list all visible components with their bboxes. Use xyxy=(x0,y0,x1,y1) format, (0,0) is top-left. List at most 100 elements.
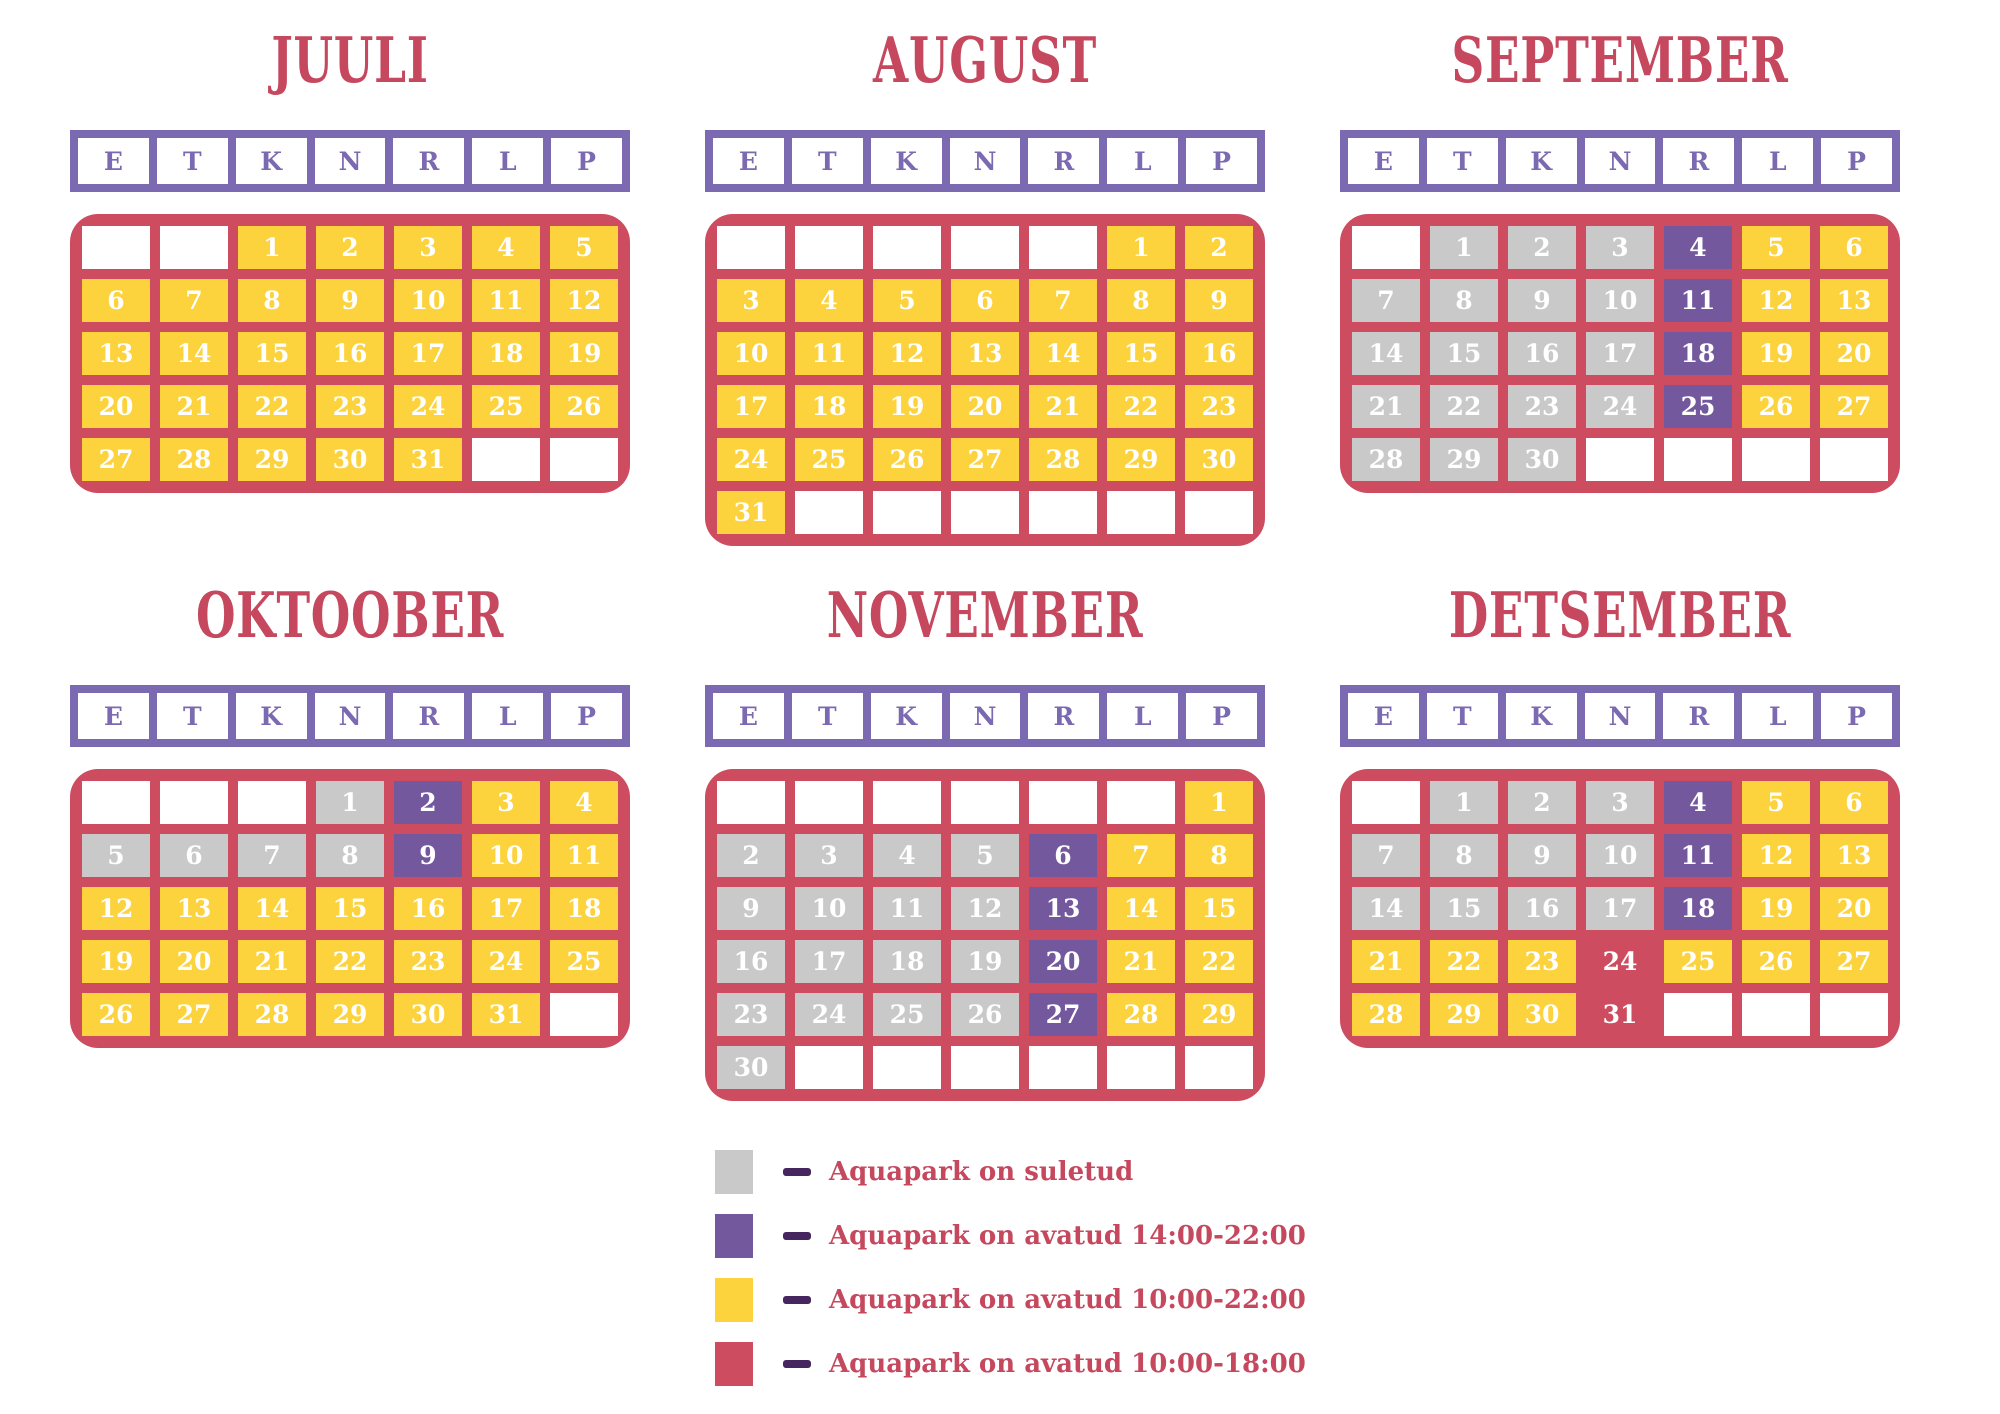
day-cell: 13 xyxy=(82,332,150,375)
weekday-cell: P xyxy=(1821,693,1893,739)
day-cell: 9 xyxy=(1185,279,1253,322)
weekday-cell: R xyxy=(393,693,465,739)
day-cell: 19 xyxy=(1742,887,1810,930)
day-cell: 7 xyxy=(1352,279,1420,322)
day-cell: 9 xyxy=(394,834,462,877)
day-cell: 1 xyxy=(1185,781,1253,824)
day-cell: 11 xyxy=(472,279,540,322)
weekday-cell: L xyxy=(472,138,544,184)
day-cell: 22 xyxy=(1185,940,1253,983)
day-cell: 13 xyxy=(1820,834,1888,877)
day-cell: 16 xyxy=(394,887,462,930)
empty-cell xyxy=(1742,438,1810,481)
day-cell: 12 xyxy=(1742,279,1810,322)
weekday-cell: K xyxy=(870,693,942,739)
day-cell: 10 xyxy=(717,332,785,375)
empty-cell xyxy=(951,781,1019,824)
day-cell: 3 xyxy=(717,279,785,322)
day-cell: 28 xyxy=(1107,993,1175,1036)
day-cell: 25 xyxy=(1664,940,1732,983)
day-cell: 26 xyxy=(1742,385,1810,428)
day-cell: 15 xyxy=(1107,332,1175,375)
day-cell: 26 xyxy=(951,993,1019,1036)
day-cell: 29 xyxy=(1430,993,1498,1036)
day-cell: 21 xyxy=(238,940,306,983)
weekday-cell: N xyxy=(314,693,386,739)
day-cell: 9 xyxy=(717,887,785,930)
empty-cell xyxy=(717,226,785,269)
legend-row: Aquapark on avatud 14:00-22:00 xyxy=(715,1214,1306,1258)
empty-cell xyxy=(1185,491,1253,534)
empty-cell xyxy=(82,226,150,269)
empty-cell xyxy=(795,491,863,534)
day-cell: 11 xyxy=(873,887,941,930)
weekday-cell: R xyxy=(1663,693,1735,739)
day-cell: 4 xyxy=(550,781,618,824)
month-august: AUGUST E T K N R L P 1 2 3 4 5 6 7 8 9 10 11 12 13 14 15 16 17 18… xyxy=(705,20,1265,546)
day-cell: 21 xyxy=(1352,940,1420,983)
day-cell: 16 xyxy=(1185,332,1253,375)
weekday-cell: T xyxy=(156,138,228,184)
weekday-cell: N xyxy=(949,693,1021,739)
day-cell: 3 xyxy=(1586,781,1654,824)
day-cell: 10 xyxy=(394,279,462,322)
day-cell: 20 xyxy=(1820,887,1888,930)
day-cell: 7 xyxy=(160,279,228,322)
legend-swatch-open_10_00_22_00 xyxy=(715,1278,753,1322)
empty-cell xyxy=(717,781,785,824)
weekday-cell: N xyxy=(949,138,1021,184)
day-cell: 26 xyxy=(873,438,941,481)
day-cell: 13 xyxy=(160,887,228,930)
day-cell: 17 xyxy=(717,385,785,428)
day-cell: 17 xyxy=(1586,332,1654,375)
empty-cell xyxy=(1029,1046,1097,1089)
weekday-cell: E xyxy=(78,138,149,184)
day-cell: 17 xyxy=(394,332,462,375)
day-cell: 27 xyxy=(1029,993,1097,1036)
day-cell: 15 xyxy=(316,887,384,930)
weekday-cell: P xyxy=(551,138,623,184)
weekday-cell: L xyxy=(472,693,544,739)
day-cell: 6 xyxy=(1820,226,1888,269)
day-cell: 26 xyxy=(550,385,618,428)
weekday-cell: E xyxy=(713,693,784,739)
weekday-cell: L xyxy=(1742,138,1814,184)
day-cell: 11 xyxy=(1664,834,1732,877)
empty-cell xyxy=(1029,226,1097,269)
day-cell: 5 xyxy=(82,834,150,877)
day-cell: 1 xyxy=(1107,226,1175,269)
day-cell: 4 xyxy=(795,279,863,322)
weekday-cell: T xyxy=(1426,138,1498,184)
legend: Aquapark on suletud Aquapark on avatud 14… xyxy=(715,1150,1306,1406)
day-cell: 20 xyxy=(82,385,150,428)
day-cell: 2 xyxy=(1508,781,1576,824)
day-cell: 6 xyxy=(951,279,1019,322)
day-cell: 30 xyxy=(316,438,384,481)
empty-cell xyxy=(1820,993,1888,1036)
legend-label: Aquapark on avatud 14:00-22:00 xyxy=(829,1221,1306,1251)
empty-cell xyxy=(472,438,540,481)
day-cell: 7 xyxy=(1107,834,1175,877)
month-title: DETSEMBER xyxy=(1448,578,1792,652)
day-cell: 1 xyxy=(1430,781,1498,824)
month-grid: 1 2 3 4 5 6 7 8 9 10 11 12 13 14 15 16 17 18 19 20 21 22 23 24 2… xyxy=(705,214,1265,546)
day-cell: 13 xyxy=(951,332,1019,375)
day-cell: 30 xyxy=(1508,993,1576,1036)
day-cell: 31 xyxy=(717,491,785,534)
day-cell: 25 xyxy=(873,993,941,1036)
day-cell: 16 xyxy=(717,940,785,983)
empty-cell xyxy=(951,226,1019,269)
month-grid: 1 2 3 4 5 6 7 8 9 10 11 12 13 14 15 16 17 18 19 20 21 22 23 24 2… xyxy=(1340,214,1900,493)
empty-cell xyxy=(1107,781,1175,824)
legend-label: Aquapark on avatud 10:00-18:00 xyxy=(829,1349,1306,1379)
day-cell: 19 xyxy=(82,940,150,983)
day-cell: 24 xyxy=(1586,385,1654,428)
day-cell: 9 xyxy=(316,279,384,322)
day-cell: 28 xyxy=(1352,993,1420,1036)
day-cell: 2 xyxy=(1185,226,1253,269)
day-cell: 17 xyxy=(795,940,863,983)
empty-cell xyxy=(1820,438,1888,481)
legend-swatch-closed xyxy=(715,1150,753,1194)
